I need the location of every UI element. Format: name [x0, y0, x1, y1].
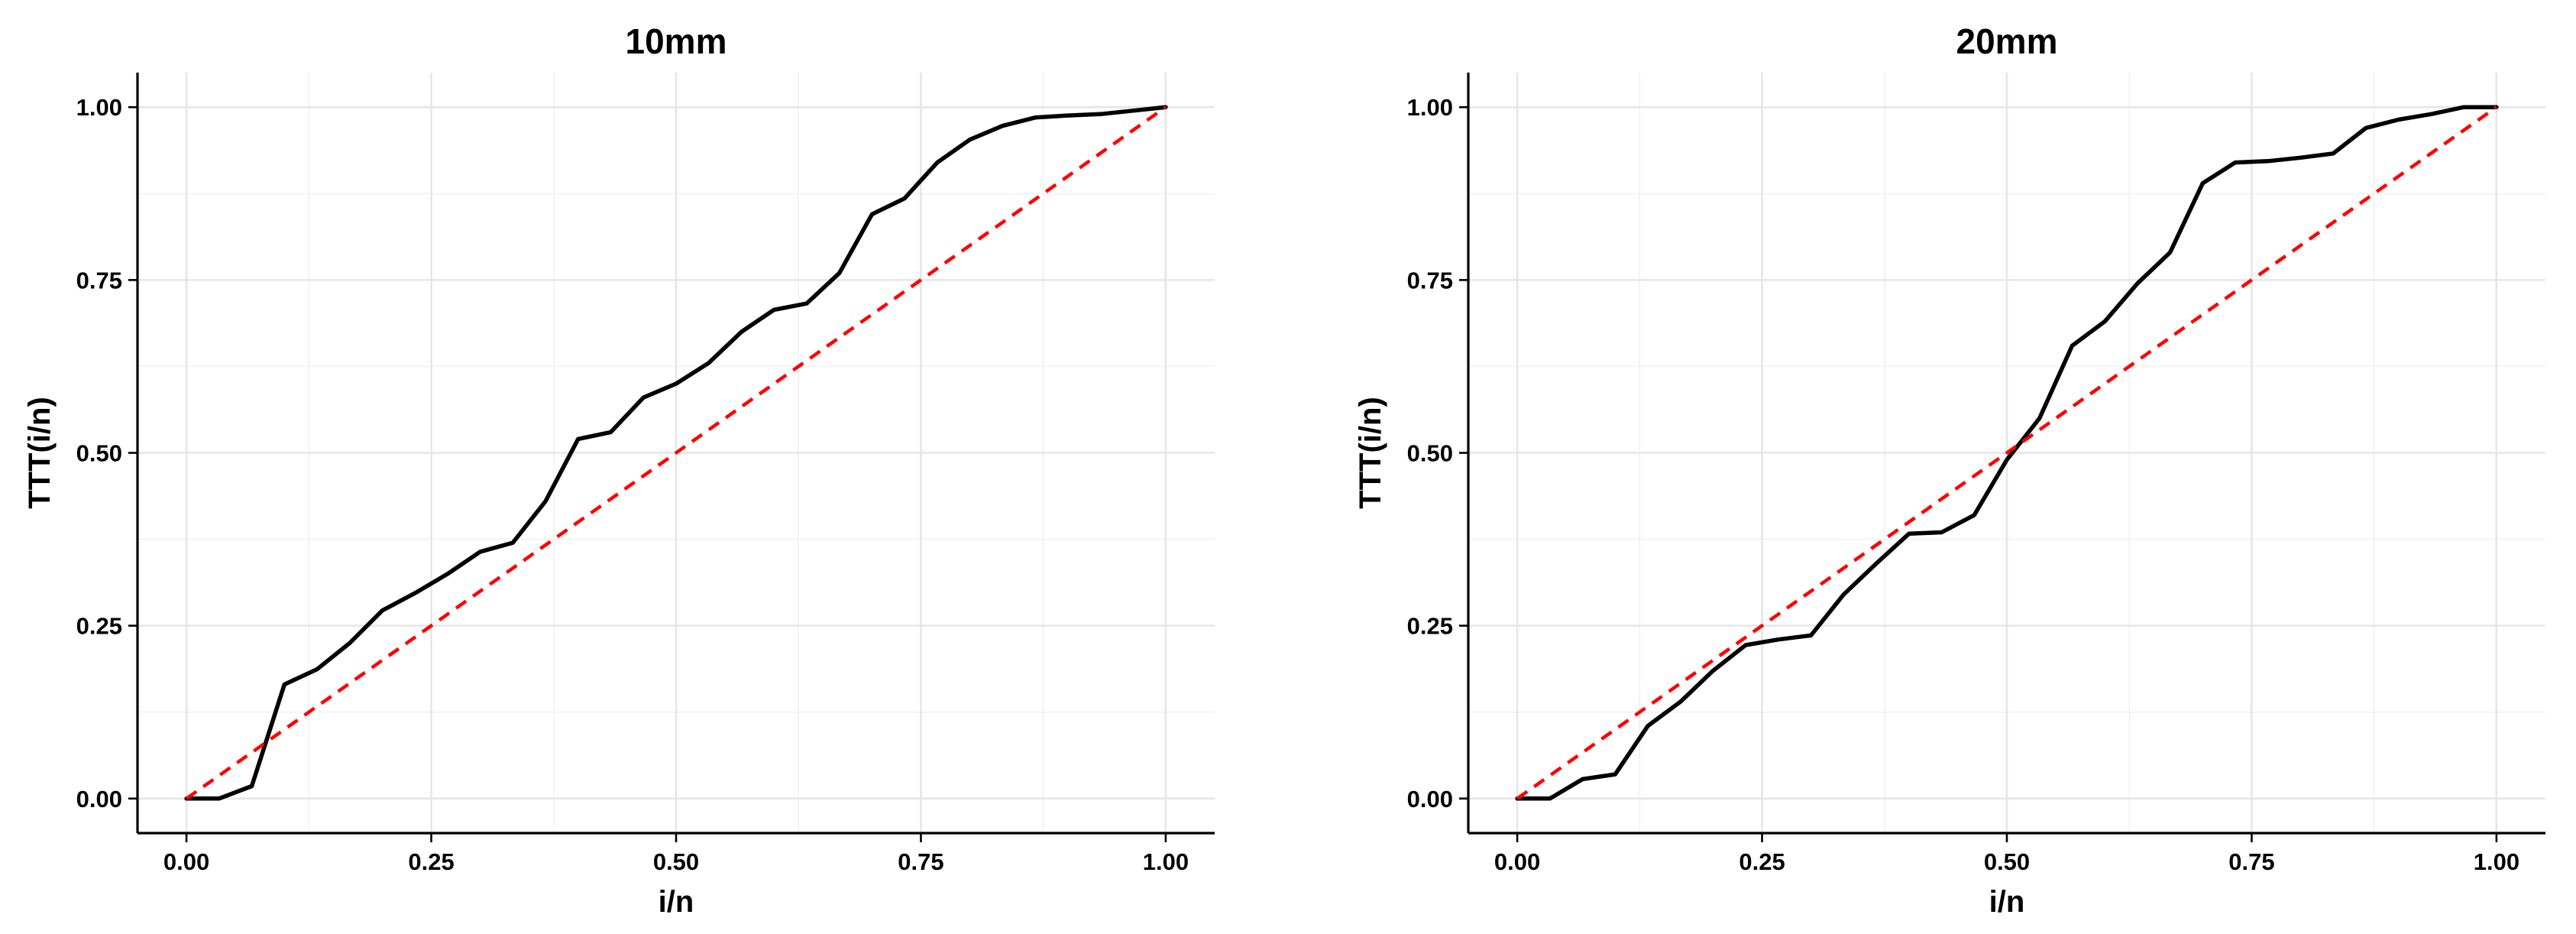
reference-line: [1516, 105, 2498, 800]
y-tick-label: 0.00: [76, 786, 122, 812]
y-tick-label: 0.75: [1407, 267, 1453, 293]
y-axis-title: TTT(i/n): [23, 397, 57, 509]
y-tick-label: 1.00: [1407, 94, 1453, 121]
panel-title: 20mm: [1956, 21, 2058, 61]
x-tick-label: 0.75: [2228, 848, 2274, 875]
panel-title: 10mm: [626, 21, 727, 61]
y-tick-label: 0.25: [1407, 613, 1453, 640]
ttt-curve: [184, 105, 1168, 801]
y-tick-label: 0.75: [76, 267, 122, 293]
y-tick-label: 0.25: [76, 613, 122, 640]
y-tick-label: 1.00: [76, 94, 122, 121]
y-tick-label: 0.50: [76, 440, 122, 467]
x-axis-title: i/n: [659, 885, 694, 919]
x-tick-label: 0.25: [408, 848, 454, 875]
y-tick-label: 0.00: [1407, 786, 1453, 812]
x-tick-label: 0.50: [653, 848, 699, 875]
x-tick-label: 0.75: [898, 848, 943, 875]
ttt-curve: [1515, 105, 2499, 801]
x-tick-label: 0.50: [1984, 848, 2030, 875]
y-axis-title: TTT(i/n): [1354, 397, 1387, 509]
y-tick-label: 0.50: [1407, 440, 1453, 467]
panel-20mm: 20mm i/n TTT(i/n) 0.00 0.25 0.50 0.75 1.00 0.…: [1354, 21, 2545, 919]
grid: [1468, 73, 2545, 833]
panel-10mm: 10mm i/n TTT(i/n) 0.00 0.25 0.50 0.75 1.00 0.…: [23, 21, 1215, 919]
x-tick-label: 0.25: [1739, 848, 1785, 875]
x-tick-label: 0.00: [1494, 848, 1540, 875]
x-tick-label: 1.00: [1143, 848, 1189, 875]
reference-line: [185, 105, 1167, 800]
grid: [138, 73, 1215, 833]
x-axis-title: i/n: [1989, 885, 2025, 919]
x-tick-label: 0.00: [163, 848, 209, 875]
x-tick-label: 1.00: [2474, 848, 2519, 875]
